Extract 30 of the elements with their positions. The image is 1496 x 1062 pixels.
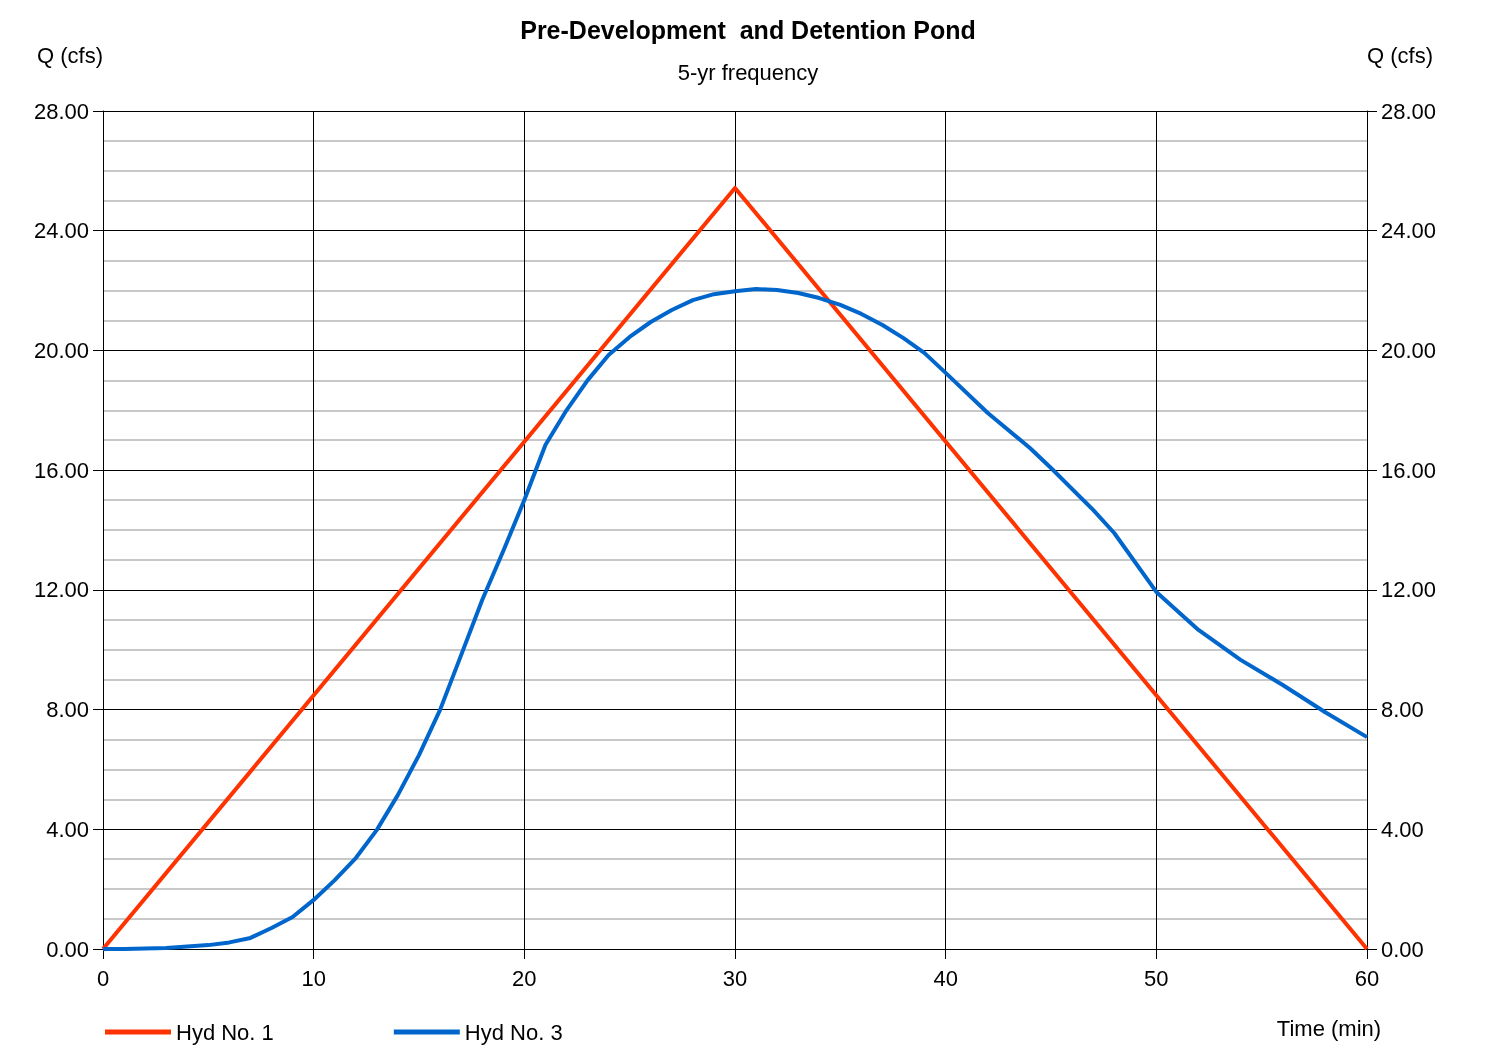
y2-tick-label: 16.00	[1381, 457, 1437, 483]
x-tick-label: 60	[1354, 965, 1380, 991]
chart-title: Pre-Development and Detention Pond	[520, 15, 976, 44]
x-tick-label: 10	[301, 965, 326, 991]
x-tick-label: 50	[1144, 965, 1169, 991]
legend-label: Hyd No. 3	[464, 1019, 563, 1045]
y2-tick-label: 4.00	[1381, 816, 1424, 842]
y-tick-label: 0.00	[46, 936, 89, 962]
y2-axis-title: Q (cfs)	[1367, 42, 1433, 68]
x-tick-label: 30	[722, 965, 748, 991]
x-tick-label: 0	[96, 965, 110, 991]
x-tick-label: 20	[512, 965, 537, 991]
y-tick-label: 28.00	[33, 98, 89, 124]
y-tick-label: 16.00	[33, 457, 89, 483]
y2-tick-label: 0.00	[1381, 936, 1424, 962]
legend-label: Hyd No. 1	[176, 1019, 274, 1045]
y2-tick-label: 28.00	[1381, 98, 1437, 124]
y-axis-title: Q (cfs)	[37, 42, 103, 68]
chart-subtitle: 5-yr frequency	[677, 59, 819, 85]
y2-tick-label: 8.00	[1381, 697, 1424, 723]
y-tick-label: 24.00	[33, 218, 89, 244]
y-tick-label: 12.00	[33, 577, 89, 603]
y-tick-label: 4.00	[46, 816, 89, 842]
y2-tick-label: 24.00	[1381, 218, 1437, 244]
x-tick-label: 40	[933, 965, 958, 991]
x-axis-title: Time (min)	[1276, 1015, 1382, 1041]
y-tick-label: 20.00	[33, 337, 89, 363]
y2-tick-label: 20.00	[1381, 337, 1437, 363]
y-tick-label: 8.00	[46, 697, 89, 723]
y2-tick-label: 12.00	[1381, 577, 1437, 603]
